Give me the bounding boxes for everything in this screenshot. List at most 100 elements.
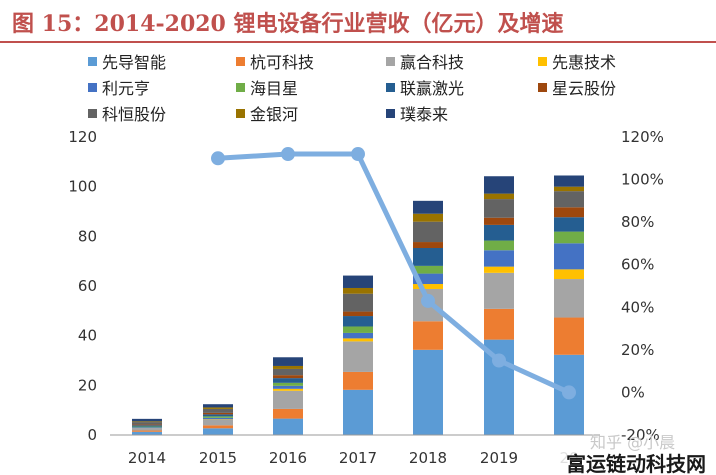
bar-2016-s1 (273, 418, 303, 435)
bar-2019-s8 (484, 217, 514, 225)
bar-2018-s7 (413, 248, 443, 266)
y-left-tick-3: 60 (78, 277, 97, 295)
bar-2015-s2 (203, 425, 233, 429)
x-tick-3: 2017 (339, 449, 377, 467)
watermark-backdrop (556, 452, 716, 475)
bar-series-group (132, 175, 584, 435)
bar-2016-s8 (273, 375, 303, 379)
y-right-tick-1: 0% (621, 383, 645, 401)
bar-2016-s9 (273, 368, 303, 376)
growth-point-2015 (211, 151, 225, 166)
bar-2020-s11 (554, 175, 584, 187)
bar-2016-s2 (273, 408, 303, 419)
bar-2015-s11 (203, 404, 233, 408)
bar-2017-s5 (343, 332, 373, 339)
legend-swatch-6 (236, 83, 245, 92)
watermark: 知乎 @小晨 富运链动科技网 (556, 433, 716, 475)
legend-swatch-5 (88, 83, 97, 92)
legend-label-2: 杭可科技 (250, 53, 314, 72)
bar-2017-s1 (343, 389, 373, 435)
bar-2017-s11 (343, 275, 373, 288)
bar-2020-s2 (554, 317, 584, 355)
y-right-tick-7: 120% (621, 128, 664, 146)
growth-point-2017 (351, 147, 365, 162)
x-tick-5: 2019 (480, 449, 518, 467)
legend-label-10: 金银河 (250, 105, 298, 124)
bar-2019-s6 (484, 240, 514, 251)
bar-2015-s3 (203, 419, 233, 426)
legend-swatch-10 (236, 109, 245, 118)
bar-2014-s10 (132, 421, 162, 423)
growth-point-2019 (492, 353, 506, 368)
bar-2016-s10 (273, 365, 303, 369)
bar-2014-s1 (132, 431, 162, 435)
bar-2020-s10 (554, 186, 584, 192)
bar-2020-s6 (554, 231, 584, 244)
growth-line-group (211, 147, 576, 400)
chart-title: 图 15：2014-2020 锂电设备行业营收（亿元）及增速 (12, 11, 564, 37)
bar-2017-s3 (343, 341, 373, 372)
bar-2018-s1 (413, 349, 443, 435)
legend-label-5: 利元亨 (102, 79, 150, 98)
bar-2016-s6 (273, 382, 303, 386)
bar-2014-s2 (132, 430, 162, 432)
legend-swatch-3 (386, 57, 395, 66)
legend-label-1: 先导智能 (102, 53, 166, 72)
bar-2016-s4 (273, 388, 303, 391)
y-left-tick-1: 20 (78, 376, 97, 394)
legend-label-7: 联赢激光 (400, 79, 464, 98)
bar-2017-s6 (343, 326, 373, 333)
bar-2015-s6 (203, 416, 233, 418)
bar-2018-s4 (413, 284, 443, 289)
y-right-tick-0: -20% (621, 426, 660, 444)
y-right-tick-2: 20% (621, 341, 654, 359)
bar-2015-s5 (203, 417, 233, 420)
bar-2020-s3 (554, 279, 584, 318)
growth-line (215, 151, 572, 395)
legend-swatch-2 (236, 57, 245, 66)
x-tick-1: 2015 (199, 449, 237, 467)
bar-2018-s11 (413, 200, 443, 214)
bar-2015-s8 (203, 412, 233, 415)
bar-2020-s8 (554, 207, 584, 218)
y-axis-left: 0 20 40 60 80 100 120 (68, 128, 97, 444)
growth-point-2020 (562, 385, 576, 400)
bar-2017-s8 (343, 311, 373, 317)
bar-2020-s9 (554, 191, 584, 208)
bar-2014-s3 (132, 428, 162, 431)
bar-2019-s4 (484, 266, 514, 273)
legend-label-3: 赢合科技 (400, 53, 464, 72)
legend-swatch-1 (88, 57, 97, 66)
y-right-tick-4: 60% (621, 256, 654, 274)
bar-2018-s6 (413, 265, 443, 274)
y-left-tick-2: 40 (78, 327, 97, 345)
bar-2018-s10 (413, 213, 443, 222)
bar-2018-s8 (413, 242, 443, 249)
growth-point-2016 (281, 147, 295, 162)
bar-2019-s2 (484, 308, 514, 340)
bar-2015-s1 (203, 428, 233, 435)
bar-2019-s5 (484, 250, 514, 267)
bar-2014-s8 (132, 424, 162, 426)
bar-2018-s9 (413, 221, 443, 243)
y-right-tick-3: 40% (621, 298, 654, 316)
bar-2014-s5 (132, 427, 162, 429)
bar-2014-s7 (132, 425, 162, 427)
x-tick-0: 2014 (128, 449, 166, 467)
x-tick-4: 2018 (409, 449, 447, 467)
y-left-tick-6: 120 (68, 128, 97, 146)
legend-label-9: 科恒股份 (102, 105, 166, 124)
legend-swatch-7 (386, 83, 395, 92)
bar-2016-s3 (273, 390, 303, 409)
y-right-tick-5: 80% (621, 213, 654, 231)
bar-2018-s5 (413, 273, 443, 285)
bar-2014-s6 (132, 426, 162, 428)
bar-2016-s5 (273, 385, 303, 389)
bar-2019-s10 (484, 193, 514, 200)
x-tick-2: 2016 (269, 449, 307, 467)
bar-2017-s4 (343, 338, 373, 342)
legend-label-8: 星云股份 (552, 79, 616, 98)
bar-2020-s4 (554, 269, 584, 280)
